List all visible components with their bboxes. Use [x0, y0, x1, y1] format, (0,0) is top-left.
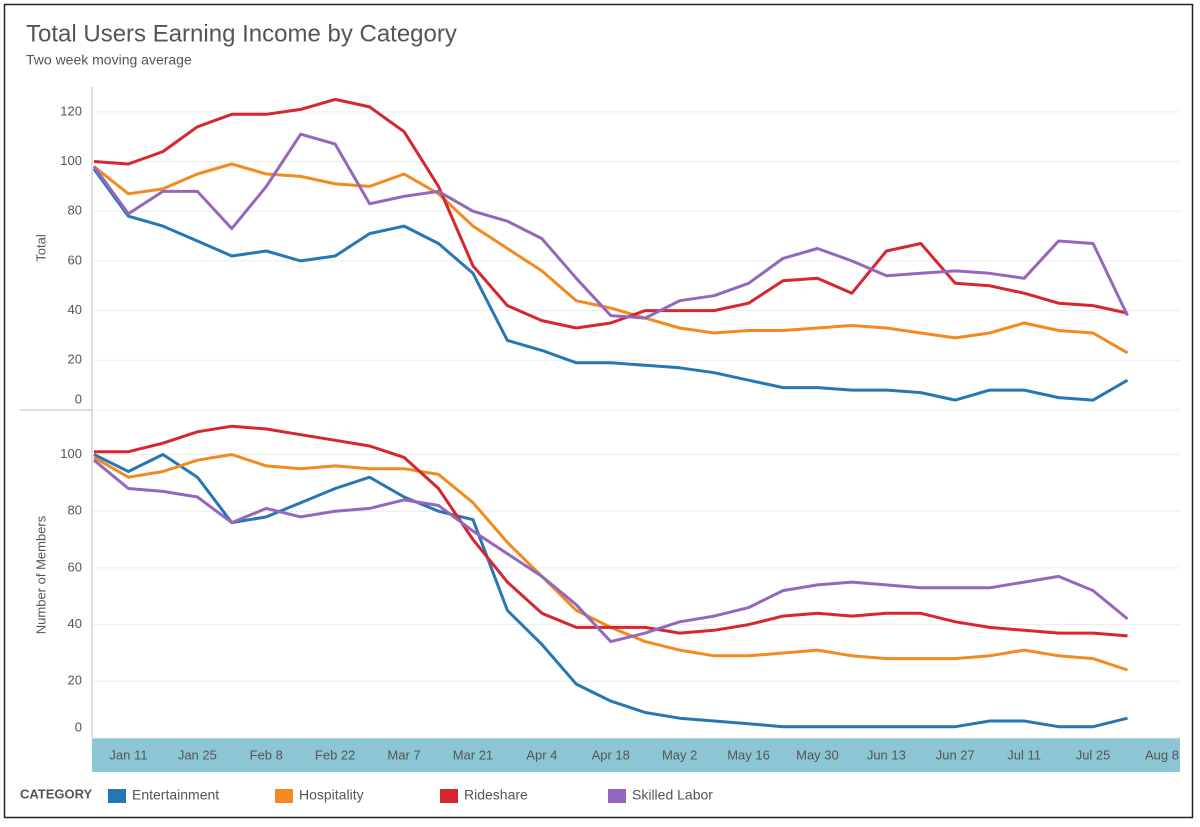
series-line: [92, 132, 1129, 320]
legend-label: Entertainment: [132, 787, 219, 803]
series-line: [94, 424, 1128, 638]
legend-swatch: [275, 789, 293, 803]
y-tick-label: 120: [60, 103, 82, 118]
x-tick-label: Mar 21: [453, 747, 493, 762]
x-axis-band: [92, 738, 1180, 772]
x-tick-label: Apr 4: [526, 747, 557, 762]
legend-label: Hospitality: [299, 787, 364, 803]
y-tick-label: 40: [68, 302, 82, 317]
y-tick-label: 80: [68, 203, 82, 218]
legend-label: Rideshare: [464, 787, 528, 803]
y-tick-label: 0: [75, 719, 82, 734]
x-tick-label: Jul 25: [1076, 747, 1111, 762]
x-tick-label: May 16: [727, 747, 770, 762]
y-tick-label: 60: [68, 252, 82, 267]
legend-swatch: [108, 789, 126, 803]
x-tick-label: Jun 27: [936, 747, 975, 762]
chart-title: Total Users Earning Income by Category: [26, 20, 457, 47]
x-tick-label: Jan 25: [178, 747, 217, 762]
legend-swatch: [440, 789, 458, 803]
y-tick-label: 100: [60, 153, 82, 168]
y-tick-label: 80: [68, 503, 82, 518]
x-tick-label: Mar 7: [387, 747, 420, 762]
x-tick-label: Aug 8: [1145, 747, 1179, 762]
y-tick-label: 100: [60, 446, 82, 461]
legend-swatch: [608, 789, 626, 803]
y-tick-label: 0: [75, 391, 82, 406]
legend-title: CATEGORY: [20, 786, 93, 801]
x-tick-label: Jun 13: [867, 747, 906, 762]
x-tick-label: Feb 22: [315, 747, 355, 762]
series-line: [93, 162, 1129, 355]
legend-label: Skilled Labor: [632, 787, 713, 803]
chart-subtitle: Two week moving average: [26, 52, 192, 68]
x-tick-label: May 2: [662, 747, 697, 762]
y-tick-label: 40: [68, 616, 82, 631]
y-axis-title: Total: [33, 234, 48, 262]
x-tick-label: May 30: [796, 747, 839, 762]
series-line: [93, 453, 1128, 729]
x-tick-label: Jan 11: [109, 747, 147, 762]
x-tick-label: Feb 8: [250, 747, 283, 762]
y-tick-label: 60: [68, 559, 82, 574]
x-tick-label: Jul 11: [1007, 747, 1041, 762]
y-axis-title: Number of Members: [33, 515, 48, 634]
x-tick-label: Apr 18: [592, 747, 630, 762]
series-line: [93, 453, 1128, 672]
y-tick-label: 20: [68, 673, 82, 688]
y-tick-label: 20: [68, 352, 82, 367]
series-line: [92, 168, 1129, 402]
frame: [3, 3, 1194, 819]
series-line: [93, 459, 1129, 644]
series-line: [93, 97, 1128, 330]
